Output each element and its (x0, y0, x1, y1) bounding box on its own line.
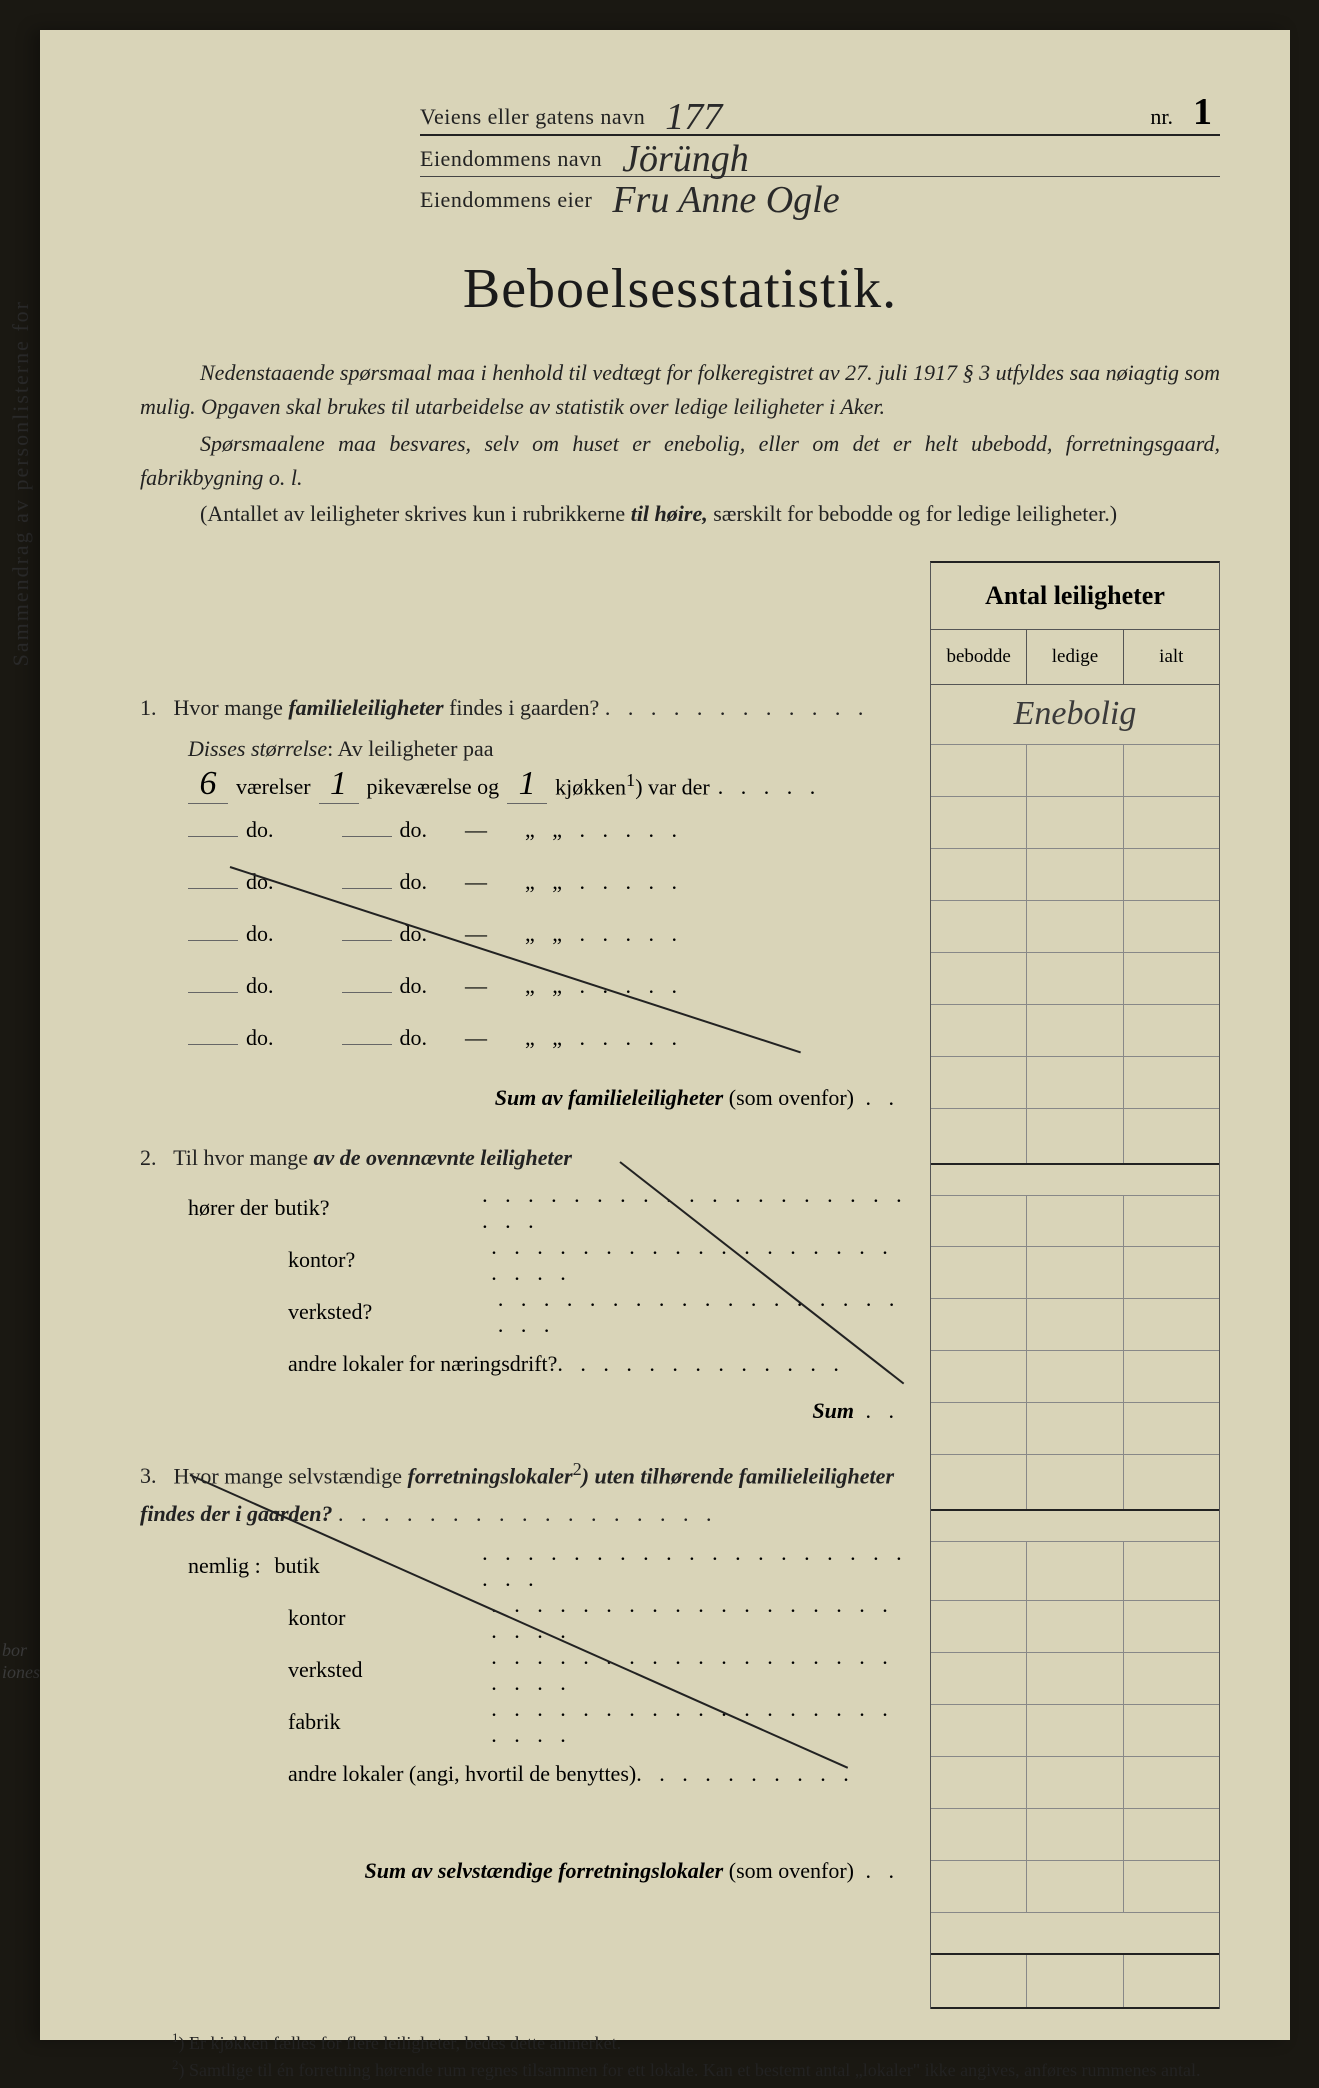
street-row: Veiens eller gatens navn 177 nr. 1 (420, 90, 1220, 136)
table-row-sum (931, 1455, 1219, 1511)
q3-line1: nemlig : butik . . . . . . . . . . . . .… (188, 1540, 910, 1592)
q1-size-row-2: do. do. — „ „ . . . . . (188, 817, 910, 869)
q2-line2: kontor? . . . . . . . . . . . . . . . . … (288, 1234, 910, 1286)
table-row-sum (931, 1109, 1219, 1165)
q3-line5: andre lokaler (angi, hvortil de benyttes… (288, 1748, 910, 1800)
table-row (931, 849, 1219, 901)
table-row (931, 1195, 1219, 1247)
table-row-1: Enebolig (931, 685, 1219, 745)
spine-vertical-text: Sammendrag av personlisterne for (8, 300, 34, 666)
q1-subtitle: Disses størrelse: Av leiligheter paa (188, 732, 910, 765)
col-ialt: ialt (1124, 630, 1219, 684)
table-row (931, 1653, 1219, 1705)
table-row (931, 1351, 1219, 1403)
table-row (931, 797, 1219, 849)
intro-p3: (Antallet av leiligheter skrives kun i r… (140, 497, 1220, 531)
intro-text: Nedenstaaende spørsmaal maa i henhold ti… (140, 356, 1220, 530)
col-ledige: ledige (1027, 630, 1123, 684)
q2-text: 2. Til hvor mange av de ovennævnte leili… (140, 1141, 910, 1174)
property-name-label: Eiendommens navn (420, 146, 602, 176)
q3-line3: verksted . . . . . . . . . . . . . . . .… (288, 1644, 910, 1696)
property-name-value: Jörüngh (602, 142, 1220, 176)
col-bebodde: bebodde (931, 630, 1027, 684)
document-page: Veiens eller gatens navn 177 nr. 1 Eiend… (40, 30, 1290, 2040)
table-row (931, 1403, 1219, 1455)
table-row (931, 1861, 1219, 1913)
q3-line4: fabrik . . . . . . . . . . . . . . . . .… (288, 1696, 910, 1748)
table-cell-enebolig: Enebolig (931, 685, 1219, 744)
table-row (931, 1005, 1219, 1057)
page-title: Beboelsesstatistik. (140, 257, 1220, 321)
spine-bottom-text: bor iones (2, 1640, 40, 1683)
q3-text: 3. Hvor mange selvstændige forretningslo… (140, 1454, 910, 1532)
question-3: 3. Hvor mange selvstændige forretningslo… (140, 1454, 910, 1884)
header-fields: Veiens eller gatens navn 177 nr. 1 Eiend… (420, 90, 1220, 217)
table-row (931, 1705, 1219, 1757)
footnotes: 1) Er kjøkken fælles for flere leilighet… (140, 2029, 1220, 2083)
street-label: Veiens eller gatens navn (420, 104, 645, 134)
intro-p1: Nedenstaaende spørsmaal maa i henhold ti… (140, 356, 1220, 424)
q2-sum: Sum . . (140, 1398, 910, 1424)
table-header-title: Antal leiligheter (931, 563, 1219, 630)
table-row (931, 1057, 1219, 1109)
intro-p2: Spørsmaalene maa besvares, selv om huset… (140, 427, 1220, 495)
table-row (931, 1757, 1219, 1809)
q1-size-row-4: do. do. — „ „ . . . . . (188, 921, 910, 973)
owner-label: Eiendommens eier (420, 187, 592, 217)
owner-row: Eiendommens eier Fru Anne Ogle (420, 183, 1220, 217)
q3-line2: kontor . . . . . . . . . . . . . . . . .… (288, 1592, 910, 1644)
page-wrapper: Sammendrag av personlisterne for bor ion… (0, 20, 1319, 2068)
q1-size-row-5: do. do. — „ „ . . . . . (188, 973, 910, 1025)
table-row (931, 1601, 1219, 1653)
q1-size-row-3: do. do. — „ „ . . . . . (188, 869, 910, 921)
main-content: 1. Hvor mange familieleiligheter findes … (140, 561, 1220, 2009)
q1-sum: Sum av familieleiligheter (som ovenfor) … (140, 1085, 910, 1111)
questions-column: 1. Hvor mange familieleiligheter findes … (140, 561, 930, 2009)
owner-value: Fru Anne Ogle (592, 183, 1220, 217)
property-name-row: Eiendommens navn Jörüngh (420, 142, 1220, 177)
table-row (931, 953, 1219, 1005)
table-row (931, 1247, 1219, 1299)
q3-sum: Sum av selvstændige forretningslokaler (… (140, 1858, 910, 1884)
q2-line3: verksted? . . . . . . . . . . . . . . . … (288, 1286, 910, 1338)
q2-line1: hører der butik? . . . . . . . . . . . .… (188, 1182, 910, 1234)
table-row (931, 745, 1219, 797)
table-row (931, 901, 1219, 953)
question-2: 2. Til hvor mange av de ovennævnte leili… (140, 1141, 910, 1424)
nr-label: nr. (1138, 104, 1185, 134)
table-column: Antal leiligheter bebodde ledige ialt En… (930, 561, 1220, 2009)
q1-size-row-6: do. do. — „ „ . . . . . (188, 1025, 910, 1077)
table-row (931, 1299, 1219, 1351)
q1-size-row-1: 6 værelser 1 pikeværelse og 1 kjøkken1) … (188, 765, 910, 817)
table-body: Enebolig (930, 685, 1220, 2009)
street-value: 177 (645, 100, 1138, 134)
table-header-sub: bebodde ledige ialt (931, 630, 1219, 684)
table-row (931, 1809, 1219, 1861)
nr-value: 1 (1185, 90, 1220, 134)
q1-text: 1. Hvor mange familieleiligheter findes … (140, 691, 910, 724)
footnote-2: 2) Samtlige til én forretning hørende ru… (200, 2056, 1220, 2083)
question-1: 1. Hvor mange familieleiligheter findes … (140, 691, 910, 1111)
footnote-1: 1) Er kjøkken fælles for flere leilighet… (200, 2029, 1220, 2056)
table-header: Antal leiligheter bebodde ledige ialt (930, 561, 1220, 685)
table-row-sum (931, 1953, 1219, 2009)
q2-line4: andre lokaler for næringsdrift? . . . . … (288, 1338, 910, 1390)
table-row (931, 1541, 1219, 1601)
